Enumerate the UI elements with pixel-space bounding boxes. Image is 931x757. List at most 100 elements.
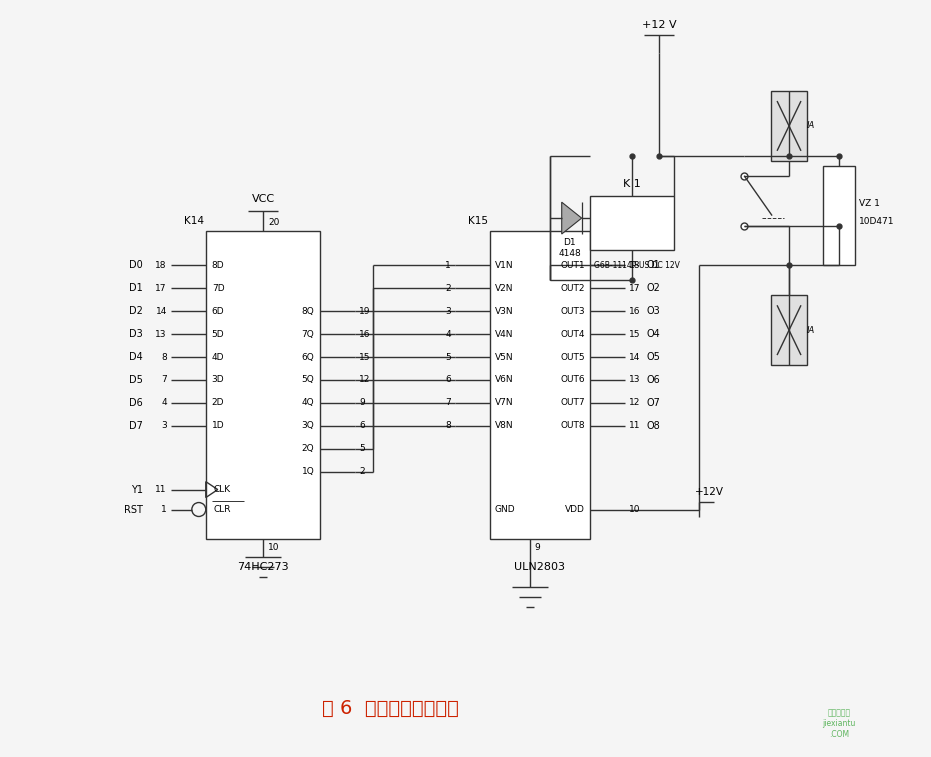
Text: K 1: K 1	[623, 179, 641, 188]
Text: O7: O7	[646, 398, 660, 408]
Text: 12: 12	[359, 375, 371, 385]
Text: +12V: +12V	[695, 487, 723, 497]
Text: 6: 6	[359, 422, 365, 430]
Text: D3: D3	[129, 329, 143, 339]
Bar	[771, 91, 807, 160]
Text: 11: 11	[628, 422, 640, 430]
Text: 8: 8	[445, 422, 451, 430]
Text: 20: 20	[268, 218, 279, 227]
Bar	[490, 231, 589, 540]
Text: 2: 2	[359, 467, 365, 476]
Text: OUT1: OUT1	[560, 261, 585, 270]
Text: D0: D0	[129, 260, 143, 270]
Text: V5N: V5N	[495, 353, 514, 362]
Text: O3: O3	[646, 307, 660, 316]
Text: 8: 8	[161, 353, 167, 362]
Text: V3N: V3N	[495, 307, 514, 316]
Bar	[771, 295, 807, 365]
Text: 18: 18	[155, 261, 167, 270]
Text: CLR: CLR	[214, 505, 231, 514]
Text: D1: D1	[563, 238, 576, 247]
Text: K14: K14	[183, 216, 204, 226]
Text: GND: GND	[495, 505, 516, 514]
Text: 7: 7	[445, 398, 451, 407]
Text: 13: 13	[155, 329, 167, 338]
Text: 3Q: 3Q	[302, 422, 315, 430]
Text: 4: 4	[161, 398, 167, 407]
Text: OUT3: OUT3	[560, 307, 585, 316]
Text: 17: 17	[155, 284, 167, 293]
Text: 7: 7	[161, 375, 167, 385]
Text: 8D: 8D	[211, 261, 224, 270]
Text: V1N: V1N	[495, 261, 514, 270]
Text: 4D: 4D	[211, 353, 224, 362]
Polygon shape	[561, 202, 582, 234]
Text: 19: 19	[359, 307, 371, 316]
Bar	[206, 231, 320, 540]
Text: 11: 11	[155, 485, 167, 494]
Text: O6: O6	[646, 375, 660, 385]
Text: 2D: 2D	[211, 398, 224, 407]
Text: 6Q: 6Q	[302, 353, 315, 362]
Text: ULN2803: ULN2803	[514, 562, 565, 572]
Text: 15: 15	[359, 353, 371, 362]
Text: 6: 6	[445, 375, 451, 385]
Text: IA: IA	[807, 326, 816, 335]
Text: 10: 10	[268, 543, 279, 552]
Text: 1: 1	[161, 505, 167, 514]
Text: V2N: V2N	[495, 284, 513, 293]
Text: OUT6: OUT6	[560, 375, 585, 385]
Text: K15: K15	[468, 216, 488, 226]
Text: 6D: 6D	[211, 307, 224, 316]
Text: 4: 4	[445, 329, 451, 338]
Text: V8N: V8N	[495, 422, 514, 430]
Text: OUT7: OUT7	[560, 398, 585, 407]
Text: 2: 2	[445, 284, 451, 293]
Text: 1: 1	[445, 261, 451, 270]
Text: D7: D7	[129, 421, 143, 431]
Bar	[823, 166, 855, 266]
Text: 10D471: 10D471	[858, 217, 895, 226]
Text: 13: 13	[628, 375, 640, 385]
Text: 18: 18	[628, 261, 640, 270]
Text: 14: 14	[628, 353, 640, 362]
Text: 图 6  继电器控制及输出: 图 6 继电器控制及输出	[322, 699, 459, 718]
Text: 16: 16	[359, 329, 371, 338]
Text: D4: D4	[129, 352, 143, 362]
Text: O1: O1	[646, 260, 660, 270]
Bar	[589, 195, 674, 251]
Text: V6N: V6N	[495, 375, 514, 385]
Text: 3: 3	[445, 307, 451, 316]
Text: 3: 3	[161, 422, 167, 430]
Text: V4N: V4N	[495, 329, 513, 338]
Text: 1D: 1D	[211, 422, 224, 430]
Text: 5: 5	[445, 353, 451, 362]
Text: O8: O8	[646, 421, 660, 431]
Text: 4148: 4148	[559, 250, 581, 258]
Text: IA: IA	[807, 121, 816, 130]
Text: D6: D6	[129, 398, 143, 408]
Text: 电子发烧友
jiexiantu
.COM: 电子发烧友 jiexiantu .COM	[822, 709, 856, 739]
Text: V7N: V7N	[495, 398, 514, 407]
Text: VCC: VCC	[251, 194, 275, 204]
Text: O2: O2	[646, 283, 660, 293]
Text: 2Q: 2Q	[302, 444, 315, 453]
Text: D1: D1	[129, 283, 143, 293]
Text: 1Q: 1Q	[302, 467, 315, 476]
Text: D5: D5	[129, 375, 143, 385]
Text: 7Q: 7Q	[302, 329, 315, 338]
Text: 7D: 7D	[211, 284, 224, 293]
Text: D2: D2	[129, 307, 143, 316]
Text: 4Q: 4Q	[302, 398, 315, 407]
Text: O4: O4	[646, 329, 660, 339]
Text: 9: 9	[359, 398, 365, 407]
Text: G6B-1114P-US DC 12V: G6B-1114P-US DC 12V	[594, 261, 680, 270]
Text: 5Q: 5Q	[302, 375, 315, 385]
Text: RST: RST	[124, 504, 143, 515]
Text: CLK: CLK	[214, 485, 231, 494]
Text: Y1: Y1	[131, 484, 143, 494]
Text: 3D: 3D	[211, 375, 224, 385]
Text: 15: 15	[628, 329, 640, 338]
Text: 5: 5	[359, 444, 365, 453]
Text: OUT5: OUT5	[560, 353, 585, 362]
